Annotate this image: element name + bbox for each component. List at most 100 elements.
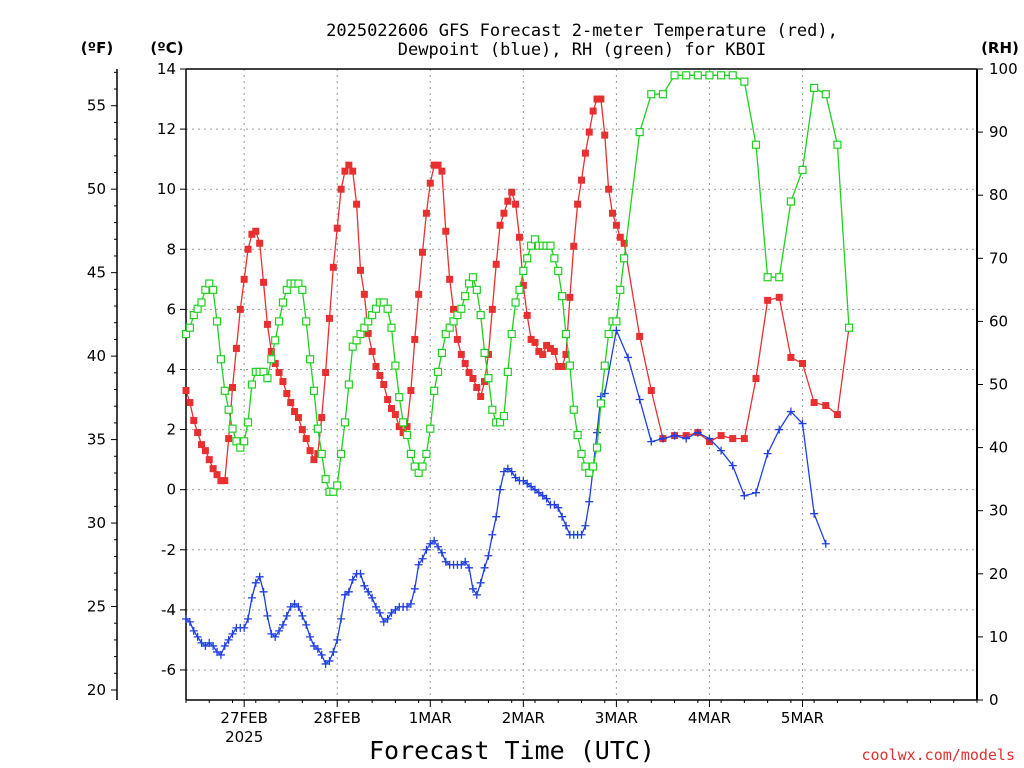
rh-point (658, 90, 668, 99)
temperature-point (581, 149, 589, 157)
rh-point (212, 317, 222, 326)
rh-point (511, 298, 520, 307)
rh-tick-label: 80 (989, 186, 1008, 204)
dewpoint-point (658, 434, 667, 443)
rh-point (457, 304, 466, 313)
temperature-point (492, 260, 500, 268)
rh-point (523, 254, 532, 263)
rh-point (515, 285, 524, 294)
rh-point (592, 443, 602, 452)
celsius-tick-label: 12 (157, 120, 176, 138)
rh-tick-label: 60 (989, 312, 1008, 330)
dewpoint-point (371, 602, 380, 611)
celsius-tick-label: -2 (161, 541, 176, 559)
rh-point (406, 449, 415, 459)
rh-point (309, 386, 319, 395)
temperature-point (298, 426, 306, 434)
temperature-point (647, 387, 655, 395)
dewpoint-point (244, 614, 253, 623)
dewpoint-point (705, 434, 714, 443)
rh-point (569, 405, 578, 414)
temperature-point (605, 185, 613, 193)
dewpoint-point (542, 494, 551, 503)
temperature-point (213, 471, 221, 479)
rh-point (209, 285, 218, 294)
rh-point (484, 374, 493, 383)
rh-tick-label: 90 (989, 123, 1008, 141)
temperature-point (190, 417, 198, 425)
temperature-point (325, 314, 333, 322)
temperature-point (535, 347, 543, 355)
temperature-point (512, 200, 520, 208)
temperature-point (384, 396, 392, 404)
temperature-point (422, 209, 430, 217)
dewpoint-point (786, 407, 795, 416)
dewpoint-point (585, 497, 594, 506)
rh-point (554, 266, 563, 276)
rh-point (224, 405, 233, 414)
temperature-point (364, 329, 372, 337)
temperature-point (395, 423, 403, 431)
dewpoint-point (647, 437, 656, 446)
temperature-point (240, 275, 248, 283)
rh-point (499, 411, 509, 421)
celsius-tick-label: 8 (166, 240, 176, 258)
temperature-point (810, 399, 818, 407)
rh-point (426, 424, 435, 433)
temperature-point (620, 239, 628, 247)
rh-point (550, 254, 559, 263)
dewpoint-point (507, 467, 516, 476)
celsius-tick-label: 14 (157, 60, 176, 78)
dewpoint-point (561, 521, 570, 530)
temperature-point (275, 368, 283, 376)
rh-point (395, 393, 404, 402)
temperature-point (434, 161, 442, 169)
dewpoint-point (313, 644, 322, 653)
rh-point (274, 317, 284, 326)
fahrenheit-tick-label: 35 (87, 431, 106, 449)
temperature-point (442, 227, 450, 235)
dewpoint-point (306, 632, 315, 641)
dewpoint-point (410, 584, 419, 593)
dewpoint-point (670, 431, 679, 440)
plot-area (181, 71, 854, 668)
temperature-point (508, 188, 516, 196)
temperature-point (574, 200, 582, 208)
temperature-point (566, 293, 574, 301)
dewpoint-point (302, 620, 311, 629)
dewpoint-point (763, 449, 772, 458)
temperature-point (232, 344, 240, 352)
temperature-point (543, 341, 551, 349)
rh-point (247, 380, 257, 389)
dewpoint-point (488, 530, 497, 539)
dewpoint-point (437, 548, 446, 557)
temperature-point (515, 233, 523, 241)
temperature-point (419, 248, 427, 256)
temperature-series (182, 95, 853, 485)
dewpoint-point (337, 614, 346, 623)
temperature-point (391, 411, 399, 419)
rh-point (433, 367, 443, 376)
temperature-point (229, 384, 237, 392)
rh-point (604, 329, 613, 339)
temperature-point (198, 441, 206, 449)
temperature-point (833, 411, 841, 419)
rh-point (472, 285, 481, 294)
dewpoint-point (468, 584, 477, 593)
dewpoint-point (356, 569, 365, 578)
dewpoint-point (492, 512, 501, 521)
x-tick-label: 27FEB (220, 709, 267, 727)
temperature-point (717, 432, 725, 440)
temperature-point (368, 347, 376, 355)
rh-point (197, 298, 206, 307)
dewpoint-point (430, 536, 439, 545)
temperature-point (589, 107, 597, 115)
dewpoint-point (558, 512, 567, 521)
grid-lines (186, 69, 977, 700)
rh-point (321, 475, 330, 484)
temperature-point (585, 128, 593, 136)
dewpoint-point (480, 563, 489, 572)
x-axis-label: Forecast Time (UTC) (369, 736, 655, 765)
temperature-point (601, 131, 609, 139)
